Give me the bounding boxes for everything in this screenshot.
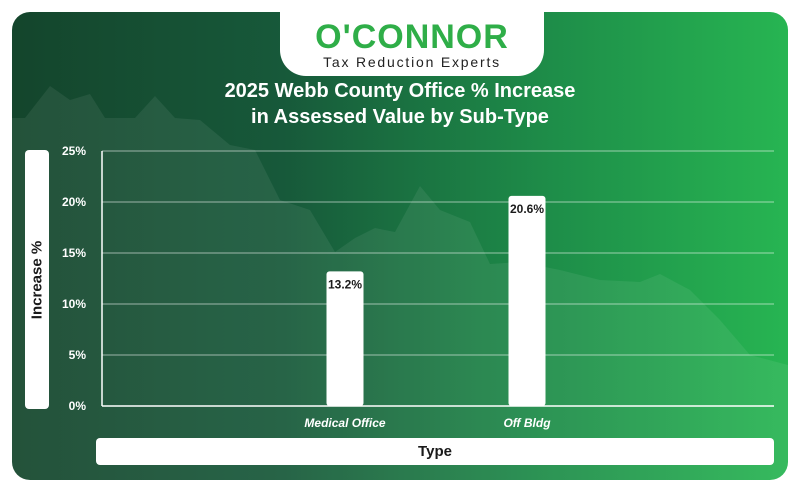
bar-medical-office [326,271,364,406]
chart-title-line-2: in Assessed Value by Sub-Type [251,106,549,128]
y-axis-label-box [25,150,49,409]
brand-logo: O'CONNOR [315,18,509,56]
y-tick-label: 0% [69,399,87,413]
y-axis-label: Increase % [28,240,46,320]
chart-card: O'CONNOR Tax Reduction Experts [12,12,788,480]
y-tick-label: 10% [62,297,86,311]
background-mountain-decoration [12,86,788,480]
data-label: 20.6% [510,202,544,216]
y-tick-label: 5% [69,348,87,362]
x-axis-label-box [96,438,774,465]
y-tick-label: 15% [62,246,86,260]
x-tick-label: Medical Office [304,416,385,430]
y-tick-label: 25% [62,144,86,158]
x-tick-label: Off Bldg [503,416,551,430]
data-label: 13.2% [328,277,362,291]
y-tick-label: 20% [62,195,86,209]
brand-tagline: Tax Reduction Experts [323,54,501,70]
bar-off-bldg [508,195,546,406]
x-axis-label: Type [418,443,452,460]
logo-tab: O'CONNOR Tax Reduction Experts [280,12,544,76]
chart-title-line-1: 2025 Webb County Office % Increase [224,80,576,102]
